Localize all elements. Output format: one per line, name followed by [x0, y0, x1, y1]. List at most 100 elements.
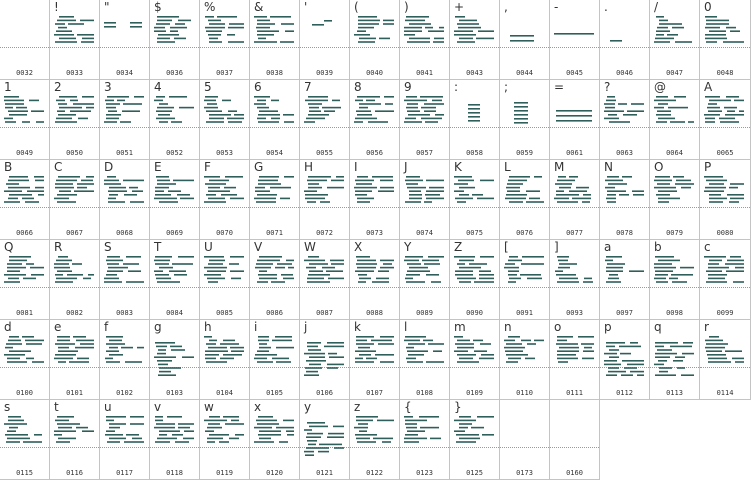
glyph-cell[interactable]: 0032 [0, 0, 50, 80]
glyph-cell[interactable]: 9 0057 [400, 80, 450, 160]
glyph-cell[interactable]: 7 0055 [300, 80, 350, 160]
glyph-cell[interactable]: 2 0050 [50, 80, 100, 160]
glyph-cell[interactable]: b 0098 [650, 240, 700, 320]
glyph-cell[interactable]: (0040 [350, 0, 400, 80]
glyph-cell[interactable]: 5 0053 [200, 80, 250, 160]
glyph-cell[interactable]: - 0045 [550, 0, 600, 80]
glyph-cell[interactable]: 1 0049 [0, 80, 50, 160]
glyph-cell[interactable]: k 0107 [350, 320, 400, 400]
glyph-cell[interactable]: f 0102 [100, 320, 150, 400]
glyph-cell[interactable]: h 0104 [200, 320, 250, 400]
glyph-cell[interactable]: P 0080 [700, 160, 751, 240]
glyph-cell[interactable]: H 0072 [300, 160, 350, 240]
glyph-cell[interactable]: i 0105 [250, 320, 300, 400]
glyph-stroke [225, 423, 244, 425]
glyph-cell[interactable]: u 0117 [100, 400, 150, 480]
glyph-cell[interactable]: o 0111 [550, 320, 600, 400]
glyph-stroke [607, 176, 619, 178]
glyph-cell[interactable]: {0123 [400, 400, 450, 480]
glyph-cell[interactable]: g 0103 [150, 320, 200, 400]
glyph-cell[interactable]: x 0120 [250, 400, 300, 480]
glyph-cell[interactable]: ' 0039 [300, 0, 350, 80]
glyph-cell[interactable]: c 0099 [700, 240, 751, 320]
glyph-stroke [158, 363, 168, 366]
glyph-cell[interactable]: t 0116 [50, 400, 100, 480]
glyph-cell[interactable]: G 0071 [250, 160, 300, 240]
glyph-cell[interactable]: $0036 [150, 0, 200, 80]
glyph-cell[interactable]: T 0084 [150, 240, 200, 320]
glyph-cell[interactable]: X 0088 [350, 240, 400, 320]
glyph-cell[interactable]: } 0125 [450, 400, 500, 480]
glyph-cell[interactable]: C 0067 [50, 160, 100, 240]
glyph-cell[interactable]: Y 0089 [400, 240, 450, 320]
glyph-cell[interactable]: % 0037 [200, 0, 250, 80]
glyph-cell[interactable]: r 0114 [700, 320, 751, 400]
glyph-cell[interactable]: B 0066 [0, 160, 50, 240]
glyph-cell[interactable]: 8 0056 [350, 80, 400, 160]
glyph-cell[interactable]: v 0118 [150, 400, 200, 480]
glyph-cell[interactable]: 6 0054 [250, 80, 300, 160]
glyph-cell[interactable]: @0064 [650, 80, 700, 160]
glyph-cell[interactable]: l 0108 [400, 320, 450, 400]
glyph-cell[interactable]: & 0038 [250, 0, 300, 80]
glyph-cell[interactable]: D 0068 [100, 160, 150, 240]
glyph-stroke [257, 361, 273, 363]
glyph-cell[interactable]: Z 0090 [450, 240, 500, 320]
glyph-cell[interactable]: n 0110 [500, 320, 550, 400]
glyph-cell[interactable]: z 0122 [350, 400, 400, 480]
glyph-cell[interactable]: e 0101 [50, 320, 100, 400]
glyph-cell[interactable]: 4 0052 [150, 80, 200, 160]
glyph-cell[interactable]: N 0078 [600, 160, 650, 240]
glyph-cell[interactable]: ] 0093 [550, 240, 600, 320]
glyph-stroke [255, 354, 277, 356]
glyph-cell[interactable]: ; 0059 [500, 80, 550, 160]
glyph-cell[interactable]: L 0076 [500, 160, 550, 240]
glyph-cell[interactable]: A 0065 [700, 80, 751, 160]
glyph-cell[interactable]: J 0074 [400, 160, 450, 240]
glyph-cell[interactable]: W 0087 [300, 240, 350, 320]
glyph-stroke [177, 194, 190, 196]
glyph-cell[interactable]: q 0113 [650, 320, 700, 400]
glyph-cell[interactable]: m 0109 [450, 320, 500, 400]
glyph-cell[interactable]: [0091 [500, 240, 550, 320]
glyph-cell[interactable]: F 0070 [200, 160, 250, 240]
glyph-cell[interactable]: R 0082 [50, 240, 100, 320]
glyph-cell[interactable]: 0 0048 [700, 0, 751, 80]
glyph-cell[interactable]: M 0077 [550, 160, 600, 240]
glyph-cell[interactable]: w 0119 [200, 400, 250, 480]
glyph-cell[interactable]: a 0097 [600, 240, 650, 320]
glyph-cell[interactable]: ! 0033 [50, 0, 100, 80]
glyph-cell[interactable]: s 0115 [0, 400, 50, 480]
glyph-cell[interactable]: j 0106 [300, 320, 350, 400]
glyph-cell[interactable]: ? 0063 [600, 80, 650, 160]
glyph-cell[interactable]: " 0034 [100, 0, 150, 80]
glyph-cell[interactable]: +0043 [450, 0, 500, 80]
glyph-cell[interactable]: = 0061 [550, 80, 600, 160]
glyph-cell[interactable]: . 0046 [600, 0, 650, 80]
glyph-code: 0065 [716, 149, 734, 157]
glyph-stroke [426, 361, 444, 363]
glyph-cell[interactable]: O 0079 [650, 160, 700, 240]
glyph-stroke [326, 270, 343, 272]
glyph-cell[interactable]: / 0047 [650, 0, 700, 80]
glyph-cell[interactable]: K 0075 [450, 160, 500, 240]
glyph-cell[interactable]: d 0100 [0, 320, 50, 400]
glyph-cell[interactable]: y 0121 [300, 400, 350, 480]
glyph-cell[interactable]: , 0044 [500, 0, 550, 80]
glyph-cell[interactable]: U 0085 [200, 240, 250, 320]
glyph-code: 0078 [616, 229, 633, 237]
glyph-character: C [54, 160, 63, 174]
glyph-cell[interactable]: I 0073 [350, 160, 400, 240]
glyph-cell[interactable]: 3 0051 [100, 80, 150, 160]
glyph-cell[interactable]: ) 0041 [400, 0, 450, 80]
glyph-cell[interactable]: 0173 [500, 400, 550, 480]
glyph-cell[interactable]: : 0058 [450, 80, 500, 160]
glyph-cell[interactable]: S 0083 [100, 240, 150, 320]
glyph-cell[interactable]: p 0112 [600, 320, 650, 400]
glyph-stroke [155, 342, 175, 344]
glyph-stroke [605, 106, 615, 109]
glyph-cell[interactable]: E 0069 [150, 160, 200, 240]
glyph-cell[interactable]: V 0086 [250, 240, 300, 320]
glyph-cell[interactable]: Q 0081 [0, 240, 50, 320]
glyph-cell[interactable]: 0160 [550, 400, 600, 480]
